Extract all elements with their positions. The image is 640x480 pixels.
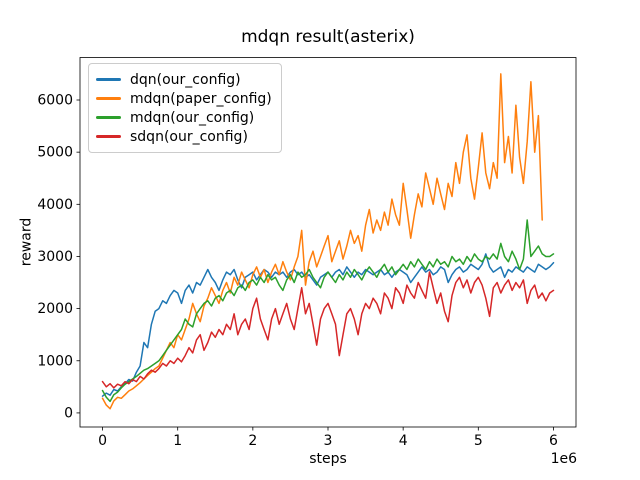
chart-title: mdqn result(asterix) [241, 27, 415, 47]
y-axis-label: reward [18, 217, 35, 267]
legend-label: mdqn(our_config) [130, 109, 255, 126]
y-tick-label: 2000 [37, 301, 73, 317]
y-tick-label: 1000 [37, 353, 73, 369]
series-line-1 [101, 73, 543, 410]
legend-item-2: mdqn(our_config) [96, 111, 277, 125]
y-tick-label: 5000 [37, 145, 73, 161]
legend-item-1: mdqn(paper_config) [96, 92, 277, 106]
legend-item-0: dqn(our_config) [96, 73, 277, 87]
legend-item-3: sdqn(our_config) [96, 130, 277, 144]
y-tick-label: 0 [64, 405, 73, 421]
y-tick-label: 3000 [37, 249, 73, 265]
y-tick-label: 6000 [37, 93, 73, 109]
legend-line-swatch [96, 116, 121, 119]
legend-line-swatch [96, 78, 121, 81]
x-tick-label: 5 [474, 433, 483, 449]
legend-line-swatch [96, 135, 121, 138]
x-tick-label: 0 [98, 433, 107, 449]
x-tick-label: 2 [248, 433, 257, 449]
legend: dqn(our_config) mdqn(paper_config) mdqn(ou… [88, 63, 282, 153]
axes-frame [79, 57, 577, 428]
x-tick-label: 6 [549, 433, 558, 449]
y-tick-label: 4000 [37, 197, 73, 213]
legend-label: sdqn(our_config) [130, 128, 248, 145]
series-line-0 [101, 253, 555, 397]
legend-line-swatch [96, 97, 121, 100]
x-axis-label: steps [309, 451, 347, 467]
x-axis-offset-label: 1e6 [550, 451, 577, 467]
legend-label: dqn(our_config) [130, 71, 241, 88]
x-tick-label: 3 [324, 433, 333, 449]
series-line-2 [101, 219, 555, 403]
series-line-3 [101, 271, 555, 389]
x-tick-label: 1 [173, 433, 182, 449]
legend-label: mdqn(paper_config) [130, 90, 272, 107]
x-tick-label: 4 [399, 433, 408, 449]
